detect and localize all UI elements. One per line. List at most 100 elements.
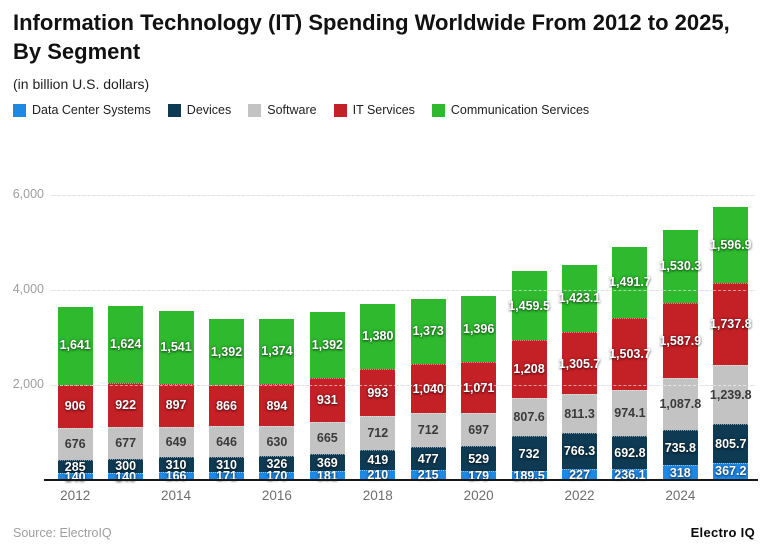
y-axis-tick-label: 2,000 [12, 377, 44, 391]
bar-2019: 1,373 1,040 712 477 215 [410, 298, 446, 483]
bar-segment-data-center-systems: 227 [562, 469, 597, 481]
bar-segment-it-services: 1,503.7 [609, 318, 651, 390]
bar-segment-devices: 419 [360, 450, 396, 470]
bar-segment-devices: 310 [209, 457, 244, 472]
segment-value-label: 1,396 [463, 321, 495, 336]
bar-segment-devices: 732 [511, 436, 547, 471]
bar-segment-data-center-systems: 367.2 [713, 462, 749, 480]
segment-value-label: 140 [115, 469, 137, 484]
segment-value-label: 646 [216, 435, 237, 450]
bar-segment-communication-services: 1,530.3 [659, 230, 701, 303]
segment-value-label: 189.5 [513, 468, 545, 483]
segment-value-label: 1,373 [412, 324, 444, 339]
segment-value-label: 922 [115, 398, 137, 413]
bar-segment-devices: 477 [410, 447, 446, 470]
bar-segment-data-center-systems: 215 [410, 468, 446, 483]
segment-value-label: 300 [115, 459, 137, 474]
segment-value-label: 1,392 [210, 345, 243, 359]
segment-value-label: 1,239.8 [709, 388, 752, 403]
bar-segment-communication-services: 1,624 [108, 306, 144, 384]
segment-value-label: 630 [266, 434, 288, 449]
x-axis-tick-label: 2022 [564, 488, 595, 503]
bar-segment-it-services: 922 [108, 383, 144, 427]
bar-segment-it-services: 1,737.8 [710, 282, 752, 366]
bar-segment-data-center-systems: 181 [309, 468, 345, 483]
bar-segment-devices: 529 [461, 446, 497, 472]
bar-segment-software: 974.1 [612, 389, 648, 436]
segment-value-label: 326 [266, 457, 288, 472]
bar-segment-software: 712 [410, 413, 446, 448]
bar-segment-it-services: 866 [209, 385, 244, 427]
bar-segment-it-services: 1,071 [461, 362, 497, 414]
bar-segment-devices: 692.8 [612, 435, 648, 469]
segment-value-label: 419 [367, 453, 389, 468]
segment-value-label: 367.2 [715, 464, 747, 479]
bar-segment-communication-services: 1,491.7 [609, 247, 651, 319]
segment-value-label: 712 [417, 423, 439, 438]
segment-value-label: 1,459.5 [508, 298, 550, 313]
segment-value-label: 894 [266, 398, 288, 413]
bar-segment-it-services: 906 [57, 384, 93, 428]
bar-segment-data-center-systems: 210 [360, 468, 396, 483]
segment-value-label: 1,530.3 [659, 259, 702, 274]
bar-segment-it-services: 1,040 [410, 363, 446, 414]
bar-2021: 1,459.5 1,208 807.6 732 189.5 [508, 271, 550, 483]
segment-value-label: 1,503.7 [609, 347, 651, 362]
bar-segment-data-center-systems: 179 [461, 468, 497, 483]
segment-value-label: 897 [165, 398, 187, 413]
bar-segment-data-center-systems: 236.1 [612, 469, 648, 481]
segment-value-label: 1,071 [463, 381, 495, 396]
bar-segment-it-services: 897 [158, 383, 194, 427]
segment-value-label: 697 [468, 423, 490, 438]
x-axis-tick-label: 2014 [161, 488, 192, 503]
x-axis-tick-label: 2020 [463, 488, 494, 503]
bar-segment-devices: 766.3 [562, 432, 597, 470]
segment-value-label: 807.6 [513, 410, 545, 425]
legend-item: Software [248, 103, 317, 117]
segment-value-label: 676 [64, 436, 86, 451]
bar-segment-devices: 369 [309, 453, 345, 472]
legend-item-label: Devices [186, 103, 232, 117]
bar-segment-software: 807.6 [511, 397, 547, 437]
segment-value-label: 692.8 [614, 445, 646, 460]
legend-item-label: Data Center Systems [32, 103, 151, 117]
chart-subtitle: (in billion U.S. dollars) [13, 76, 150, 92]
bar-2023: 1,491.7 1,503.7 974.1 692.8 236.1 [609, 247, 651, 481]
segment-value-label: 179 [468, 468, 490, 483]
bar-2014: 1,541 897 649 310 166 [158, 310, 194, 482]
segment-value-label: 210 [367, 468, 389, 483]
bar-segment-it-services: 1,305.7 [559, 332, 600, 395]
brand-logo-text: Electro IQ [690, 525, 755, 540]
segment-value-label: 677 [115, 436, 137, 451]
segment-value-label: 866 [216, 399, 237, 414]
bar-2018: 1,380 993 712 419 210 [360, 303, 396, 483]
segment-value-label: 906 [64, 399, 86, 414]
bar-segment-it-services: 1,587.9 [659, 302, 701, 379]
bar-segment-devices: 326 [259, 456, 295, 472]
bar-segment-data-center-systems: 318 [662, 464, 698, 480]
x-axis-tick-label: 2012 [60, 488, 91, 503]
segment-value-label: 1,541 [160, 340, 192, 355]
bar-2012: 1,641 906 676 285 140 [57, 306, 93, 483]
bar-segment-communication-services: 1,459.5 [508, 271, 550, 341]
segment-value-label: 931 [316, 393, 338, 408]
segment-value-label: 215 [417, 468, 439, 483]
segment-value-label: 732 [518, 446, 540, 461]
bar-segment-data-center-systems: 189.5 [511, 468, 547, 483]
segment-value-label: 369 [316, 455, 338, 470]
legend: Data Center Systems Devices Software IT Ser… [13, 103, 589, 117]
segment-value-label: 181 [316, 468, 338, 483]
y-axis-tick-label: 6,000 [12, 187, 44, 201]
segment-value-label: 285 [64, 459, 86, 474]
bar-segment-communication-services: 1,423.1 [559, 264, 600, 333]
segment-value-label: 477 [417, 451, 439, 466]
bar-2017: 1,392 931 665 369 181 [309, 311, 345, 483]
segment-value-label: 974.1 [614, 405, 646, 420]
segment-value-label: 318 [669, 465, 691, 480]
bar-segment-software: 811.3 [562, 394, 597, 433]
bar-segment-software: 1,239.8 [710, 365, 752, 425]
gridline-dashed-overlay [50, 195, 756, 196]
x-axis-tick-label: 2024 [665, 488, 696, 503]
bar-segment-it-services: 1,208 [511, 340, 547, 398]
bar-segment-it-services: 993 [360, 369, 396, 417]
